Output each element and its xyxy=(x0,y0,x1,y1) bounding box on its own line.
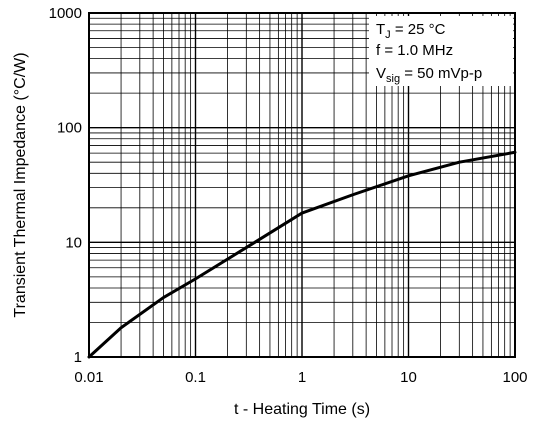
annotation-box: TJ = 25 °C f = 1.0 MHz Vsig = 50 mVp-p xyxy=(376,21,482,85)
y-tick-label: 100 xyxy=(57,120,82,137)
annotation-tj-value: = 25 °C xyxy=(391,21,446,38)
x-tick-label: 10 xyxy=(400,369,417,386)
annotation-signal-voltage: Vsig = 50 mVp-p xyxy=(376,65,482,85)
data-series-group xyxy=(87,150,517,359)
annotation-tj-subscript: J xyxy=(385,29,391,41)
y-axis-label: Transient Thermal Impedance (°C/W) xyxy=(12,52,29,317)
annotation-background xyxy=(369,16,513,86)
x-axis-label: t - Heating Time (s) xyxy=(234,401,370,418)
series-line xyxy=(87,150,517,359)
x-tick-label: 1 xyxy=(298,369,306,386)
annotation-vsig-subscript: sig xyxy=(386,73,400,85)
annotation-junction-temp: TJ = 25 °C xyxy=(376,21,446,41)
y-tick-label: 10 xyxy=(65,234,82,251)
annotation-frequency: f = 1.0 MHz xyxy=(376,42,453,59)
annotation-vsig-symbol: V xyxy=(376,65,386,82)
x-tick-label: 0.1 xyxy=(185,369,206,386)
y-tick-label: 1 xyxy=(74,349,82,366)
annotation-tj-symbol: T xyxy=(376,21,385,38)
y-tick-label: 1000 xyxy=(49,5,82,22)
x-axis-tick-labels: 0.01 0.1 1 10 100 xyxy=(74,369,527,386)
annotation-vsig-value: = 50 mVp-p xyxy=(400,65,482,82)
x-tick-label: 0.01 xyxy=(74,369,103,386)
x-tick-label: 100 xyxy=(502,369,527,386)
y-axis-tick-labels: 1 10 100 1000 xyxy=(49,5,82,366)
plot-area-frame xyxy=(88,12,516,358)
